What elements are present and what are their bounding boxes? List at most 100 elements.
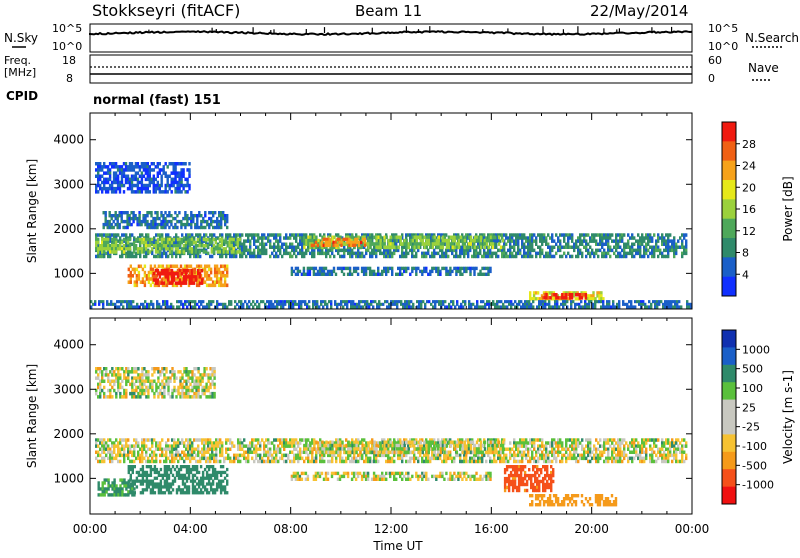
heatmap-cell [645,246,647,250]
heatmap-cell [156,300,158,303]
heatmap-cell [492,300,494,303]
heatmap-cell [579,249,581,253]
heatmap-cell [592,291,594,294]
heatmap-cell [211,241,213,245]
heatmap-cell [523,233,525,237]
heatmap-cell [163,165,165,169]
heatmap-cell [184,162,186,166]
heatmap-cell [231,441,233,445]
heatmap-cell [135,438,137,442]
heatmap-cell [685,246,687,250]
heatmap-cell [657,246,659,250]
heatmap-cell [121,181,123,185]
heatmap-cell [412,305,414,308]
heatmap-cell [444,300,446,303]
heatmap-cell [103,460,105,464]
heatmap-cell [163,241,165,245]
heatmap-cell [149,184,151,188]
heatmap-cell [337,252,339,256]
heatmap-cell [551,236,553,240]
heatmap-cell [247,460,249,464]
heatmap-cell [484,246,486,250]
heatmap-cell [130,280,132,284]
heatmap-cell [495,448,497,452]
heatmap-cell [329,255,331,259]
heatmap-cell [241,448,243,452]
heatmap-cell [341,457,343,461]
heatmap-cell [585,246,587,250]
heatmap-cell [225,441,227,445]
heatmap-cell [123,457,125,461]
heatmap-cell [375,246,377,250]
heatmap-cell [464,242,466,246]
heatmap-cell [101,190,103,194]
heatmap-cell [224,265,226,269]
heatmap-cell [150,300,152,303]
heatmap-cell [439,270,441,273]
heatmap-cell [143,441,145,445]
heatmap-cell [172,305,174,308]
heatmap-cell [165,460,167,464]
heatmap-cell [262,300,264,303]
heatmap-cell [143,457,145,461]
heatmap-cell [99,454,101,458]
heatmap-cell [151,444,153,448]
heatmap-cell [126,211,128,214]
heatmap-cell [543,233,545,237]
heatmap-cell [213,233,215,237]
heatmap-cell [571,293,573,297]
heatmap-cell [130,223,132,226]
heatmap-cell [110,300,112,303]
heatmap-cell [329,241,331,244]
heatmap-cell [622,300,624,303]
heatmap-cell [180,265,182,269]
heatmap-cell [161,175,163,179]
heatmap-cell [438,239,440,243]
heatmap-cell [255,444,257,448]
heatmap-cell [205,233,207,237]
heatmap-cell [281,246,283,250]
heatmap-cell [307,457,309,461]
heatmap-cell [215,454,217,458]
heatmap-cell [237,457,239,461]
heatmap-cell [182,168,184,172]
heatmap-cell [380,236,382,240]
heatmap-cell [425,270,427,273]
heatmap-cell [226,271,228,275]
heatmap-cell [269,448,271,452]
heatmap-cell [265,252,267,256]
heatmap-cell [579,236,581,240]
heatmap-cell [382,303,384,306]
heatmap-cell [448,246,450,250]
heatmap-cell [212,214,214,217]
heatmap-cell [165,441,167,445]
heatmap-cell [175,233,177,237]
heatmap-cell [188,187,190,191]
heatmap-cell [653,252,655,256]
heatmap-cell [514,300,516,303]
heatmap-cell [488,239,490,243]
heatmap-cell [144,265,146,269]
heatmap-cell [343,273,345,276]
heatmap-cell [492,242,494,246]
heatmap-cell [517,243,519,247]
heatmap-cell [119,460,121,464]
heatmap-cell [257,246,259,250]
heatmap-cell [464,300,466,303]
heatmap-cell [127,175,129,179]
heatmap-cell [481,460,483,464]
heatmap-cell [335,457,337,461]
heatmap-cell [227,454,229,458]
heatmap-cell [523,451,525,455]
heatmap-cell [477,255,479,259]
heatmap-cell [208,226,210,229]
heatmap-cell [464,239,466,243]
heatmap-cell [121,255,123,259]
velocity-heatmap [95,367,687,506]
heatmap-cell [150,284,152,288]
heatmap-cell [150,265,152,269]
heatmap-cell [279,448,281,452]
heatmap-cell [589,246,591,250]
heatmap-cell [365,273,367,276]
